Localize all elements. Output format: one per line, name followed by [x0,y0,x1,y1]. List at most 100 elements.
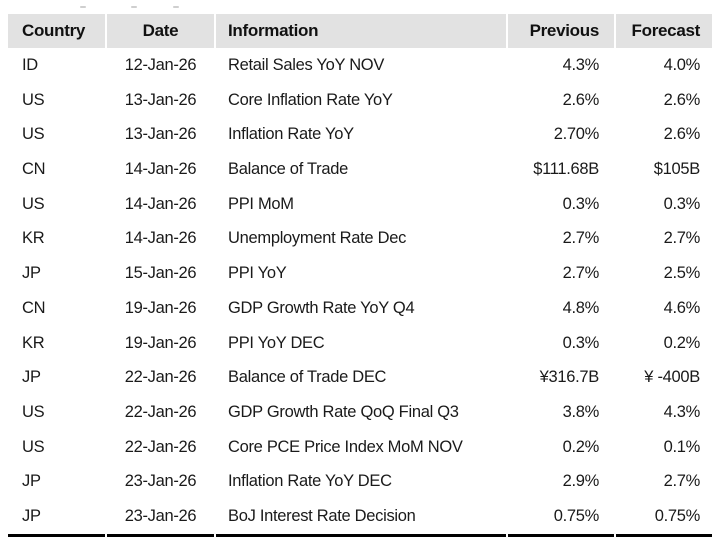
cell-forecast: $105B [653,160,701,179]
cell-country: ID [22,55,38,74]
cell-country: KR [22,229,45,248]
column-header-forecast: Forecast [616,14,712,48]
table-row: US 22-Jan-26 GDP Growth Rate QoQ Final Q… [8,395,712,430]
cell-previous: 3.8% [562,403,600,422]
cell-date: 23-Jan-26 [124,507,197,526]
border-segment [107,534,214,537]
cell-country: CN [22,160,46,179]
cell-date: 23-Jan-26 [124,472,197,491]
cell-country: JP [22,507,41,526]
cell-date: 22-Jan-26 [124,437,197,456]
cell-country: CN [22,298,46,317]
border-segment [8,534,105,537]
table-row: KR 14-Jan-26 Unemployment Rate Dec 2.7% … [8,222,712,257]
cell-country: JP [22,472,41,491]
table-row: KR 19-Jan-26 PPI YoY DEC 0.3% 0.2% [8,326,712,361]
column-header-previous: Previous [508,14,614,48]
cell-previous: $111.68B [533,160,599,179]
table-row: US 13-Jan-26 Inflation Rate YoY 2.70% 2.… [8,117,712,152]
cell-information: Retail Sales YoY NOV [228,55,385,74]
cell-date: 15-Jan-26 [124,264,197,283]
cell-previous: 0.2% [562,437,600,456]
cell-country: US [22,125,45,144]
cell-date: 14-Jan-26 [124,160,197,179]
cell-information: BoJ Interest Rate Decision [228,507,416,526]
cell-date: 13-Jan-26 [124,90,197,109]
table-body: ID 12-Jan-26 Retail Sales YoY NOV 4.3% 4… [8,48,712,534]
cell-information: Balance of Trade DEC [228,368,387,387]
cell-date: 22-Jan-26 [124,403,197,422]
cell-country: US [22,437,45,456]
cell-forecast: 0.1% [663,437,701,456]
clipped-text-artifact [80,6,86,8]
table-header-row: Country Date Information Previous Foreca… [8,14,712,48]
column-header-date: Date [107,14,214,48]
cell-forecast: 4.0% [663,55,701,74]
cell-information: Core PCE Price Index MoM NOV [228,437,463,456]
cell-forecast: 2.7% [663,229,701,248]
cell-previous: 2.70% [553,125,600,144]
border-segment [216,534,506,537]
cell-country: JP [22,264,41,283]
cell-forecast: 2.6% [663,125,701,144]
table-row: US 13-Jan-26 Core Inflation Rate YoY 2.6… [8,83,712,118]
column-header-information: Information [216,14,506,48]
border-segment [616,534,712,537]
table-row: CN 14-Jan-26 Balance of Trade $111.68B $… [8,152,712,187]
table-row: US 14-Jan-26 PPI MoM 0.3% 0.3% [8,187,712,222]
cell-information: GDP Growth Rate YoY Q4 [228,298,415,317]
cell-forecast: 0.75% [654,507,701,526]
table-bottom-border [8,534,712,537]
table-row: CN 19-Jan-26 GDP Growth Rate YoY Q4 4.8%… [8,291,712,326]
table-row: JP 15-Jan-26 PPI YoY 2.7% 2.5% [8,256,712,291]
cell-information: Balance of Trade [228,160,348,179]
table-row: JP 22-Jan-26 Balance of Trade DEC ¥316.7… [8,360,712,395]
cell-date: 19-Jan-26 [124,298,197,317]
cell-forecast: 0.3% [663,194,701,213]
cell-previous: 4.8% [562,298,600,317]
cell-information: Inflation Rate YoY DEC [228,472,392,491]
economic-calendar-table: Country Date Information Previous Foreca… [8,14,712,537]
cell-previous: 2.6% [562,90,600,109]
cell-information: Unemployment Rate Dec [228,229,407,248]
cell-date: 14-Jan-26 [124,194,197,213]
cell-date: 12-Jan-26 [124,55,197,74]
cell-previous: 0.3% [562,333,600,352]
cell-date: 22-Jan-26 [124,368,197,387]
cell-previous: 2.7% [562,229,600,248]
cell-previous: 2.9% [562,472,600,491]
cell-previous: 0.3% [562,194,600,213]
cell-date: 14-Jan-26 [124,229,197,248]
table-row: ID 12-Jan-26 Retail Sales YoY NOV 4.3% 4… [8,48,712,83]
cell-forecast: ¥ -400B [644,368,700,387]
table-row: JP 23-Jan-26 Inflation Rate YoY DEC 2.9%… [8,465,712,500]
table-row: US 22-Jan-26 Core PCE Price Index MoM NO… [8,430,712,465]
cell-forecast: 2.6% [663,90,701,109]
cell-previous: 0.75% [553,507,600,526]
clipped-text-artifact [173,6,179,8]
cell-forecast: 4.3% [663,403,701,422]
cell-country: JP [22,368,41,387]
cell-previous: 4.3% [562,55,600,74]
cell-forecast: 2.5% [663,264,701,283]
cell-country: US [22,90,45,109]
cell-information: Inflation Rate YoY [228,125,354,144]
cell-country: US [22,194,45,213]
clipped-text-artifact [131,6,137,8]
cell-country: KR [22,333,45,352]
cell-information: PPI MoM [228,194,294,213]
table-row: JP 23-Jan-26 BoJ Interest Rate Decision … [8,499,712,534]
cell-information: GDP Growth Rate QoQ Final Q3 [228,403,459,422]
cell-previous: 2.7% [562,264,600,283]
cell-country: US [22,403,45,422]
cell-date: 13-Jan-26 [124,125,197,144]
cell-information: PPI YoY [228,264,287,283]
column-header-country: Country [8,14,105,48]
border-segment [508,534,614,537]
cell-information: Core Inflation Rate YoY [228,90,393,109]
cell-information: PPI YoY DEC [228,333,325,352]
cell-forecast: 2.7% [663,472,701,491]
cell-date: 19-Jan-26 [124,333,197,352]
cell-previous: ¥316.7B [539,368,600,387]
cell-forecast: 0.2% [663,333,701,352]
